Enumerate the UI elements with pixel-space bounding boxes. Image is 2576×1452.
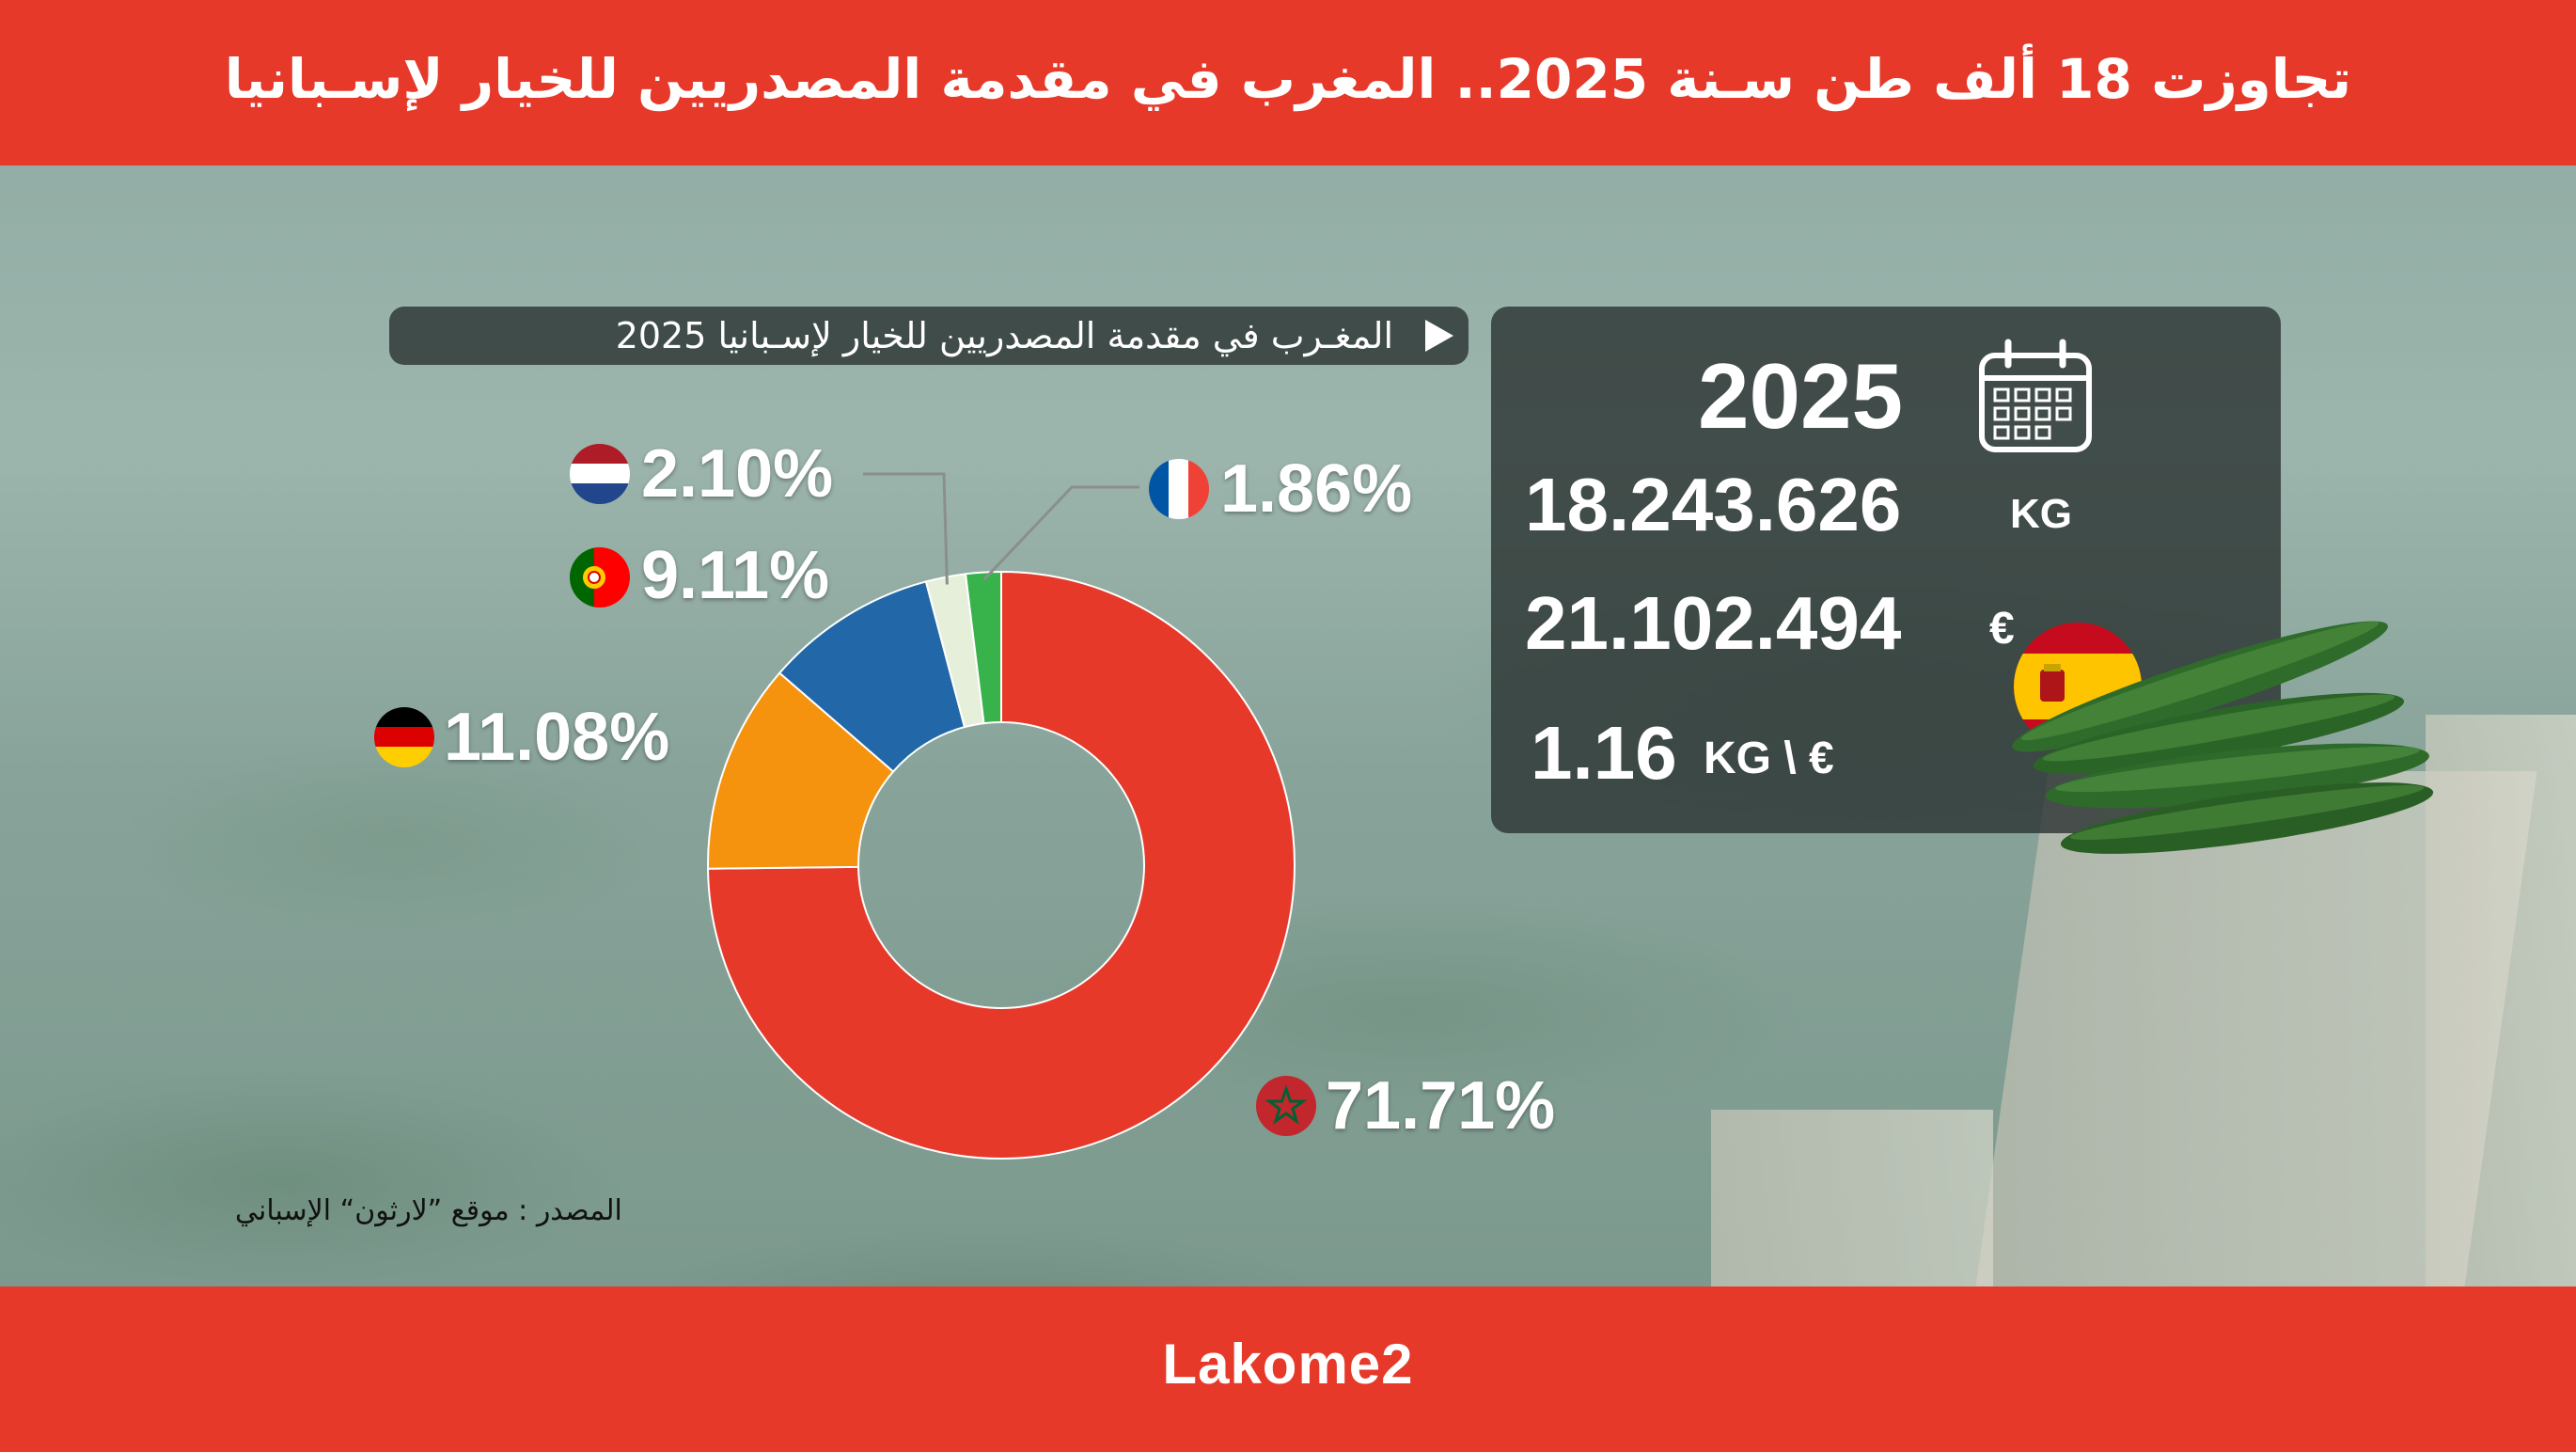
chart-subtitle: المغـرب في مقدمة المصدريين للخيار لإسـبا…	[615, 315, 1393, 356]
pct-label-germany: 11.08%	[444, 700, 670, 775]
crate-shape	[1711, 1110, 1993, 1288]
weight-value: 18.243.626	[1525, 463, 1902, 546]
cucumbers-illustration	[2012, 621, 2434, 854]
flag-france-icon	[1149, 459, 1209, 519]
pct-label-france: 1.86%	[1220, 451, 1413, 527]
donut-slice-france	[964, 570, 1002, 725]
crate-shape	[2426, 715, 2576, 1286]
pct-label-portugal: 9.11%	[641, 538, 830, 613]
price-unit: KG \ €	[1704, 734, 1834, 783]
flag-morocco-icon	[1256, 1076, 1316, 1136]
flag-netherlands-icon	[570, 444, 630, 504]
leader-line-france	[982, 485, 1139, 581]
stats-panel: 2025 18.243.626 KG 21.102.494 € 1.16 KG …	[1491, 307, 2281, 833]
page-title: تجاوزت 18 ألف طن سـنة 2025.. المغرب في م…	[224, 47, 2352, 111]
value-eur: 21.102.494	[1525, 581, 1902, 665]
calendar-icon	[1979, 339, 2092, 452]
chart-subtitle-pill: المغـرب في مقدمة المصدريين للخيار لإسـبا…	[389, 307, 1469, 365]
donut-slice-germany	[707, 671, 895, 870]
value-eur-unit: €	[1989, 604, 2015, 654]
pct-label-netherlands: 2.10%	[641, 436, 834, 512]
donut-slice-morocco	[707, 570, 1296, 1160]
source-note: المصدر : موقع ”لارثون“ الإسباني	[235, 1194, 622, 1227]
flag-germany-icon	[374, 707, 434, 767]
flag-portugal-icon	[570, 547, 630, 608]
weight-unit: KG	[2010, 491, 2072, 537]
leader-line-netherlands	[863, 472, 949, 585]
year-value: 2025	[1698, 344, 1904, 448]
footer-bar: Lakome2	[0, 1286, 2576, 1452]
triangle-arrow-icon	[1425, 320, 1453, 352]
header-bar: تجاوزت 18 ألف طن سـنة 2025.. المغرب في م…	[0, 0, 2576, 166]
pct-label-morocco: 71.71%	[1326, 1068, 1556, 1144]
brand-logo: Lakome2	[1162, 1333, 1414, 1396]
price-value: 1.16	[1531, 711, 1677, 795]
donut-chart	[707, 472, 1296, 1160]
